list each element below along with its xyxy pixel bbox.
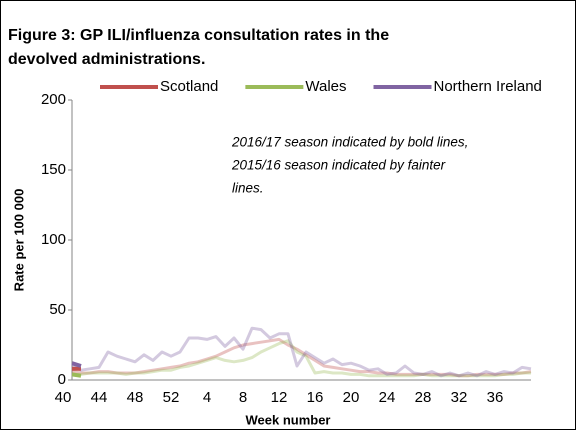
- annotation: lines.: [232, 181, 264, 196]
- x-tick-label: 40: [55, 389, 72, 406]
- x-tick-label: 20: [343, 389, 360, 406]
- y-tick-label: 50: [49, 301, 66, 318]
- annotation: 2016/17 season indicated by bold lines,: [231, 135, 468, 150]
- series-line: [71, 372, 82, 378]
- x-tick-label: 12: [271, 389, 288, 406]
- x-tick-label: 52: [163, 389, 180, 406]
- y-tick-label: 100: [41, 231, 66, 248]
- y-tick-label: 150: [41, 161, 66, 178]
- series-line: [71, 361, 82, 368]
- legend-label: Wales: [305, 78, 346, 95]
- x-tick-label: 24: [379, 389, 396, 406]
- series-line: [71, 337, 532, 378]
- x-axis-label: Week number: [245, 412, 330, 427]
- x-tick-label: 44: [91, 389, 108, 406]
- series-line: [71, 326, 532, 378]
- y-tick-label: 0: [58, 371, 66, 388]
- annotation: 2015/16 season indicated by fainter: [231, 158, 446, 173]
- x-tick-label: 48: [127, 389, 144, 406]
- chart-title: Figure 3: GP ILI/influenza consultation …: [8, 27, 389, 44]
- x-tick-label: 16: [307, 389, 324, 406]
- series-line: [72, 339, 531, 378]
- x-tick-label: 4: [203, 389, 211, 406]
- x-tick-label: 28: [415, 389, 432, 406]
- x-tick-label: 32: [451, 389, 468, 406]
- chart-title: devolved administrations.: [8, 51, 205, 68]
- y-tick-label: 200: [41, 91, 66, 108]
- x-tick-label: 8: [239, 389, 247, 406]
- x-tick-label: 36: [487, 389, 504, 406]
- legend-label: Scotland: [160, 78, 218, 95]
- y-axis-label: Rate per 100 000: [11, 189, 26, 292]
- legend-label: Northern Ireland: [434, 78, 542, 95]
